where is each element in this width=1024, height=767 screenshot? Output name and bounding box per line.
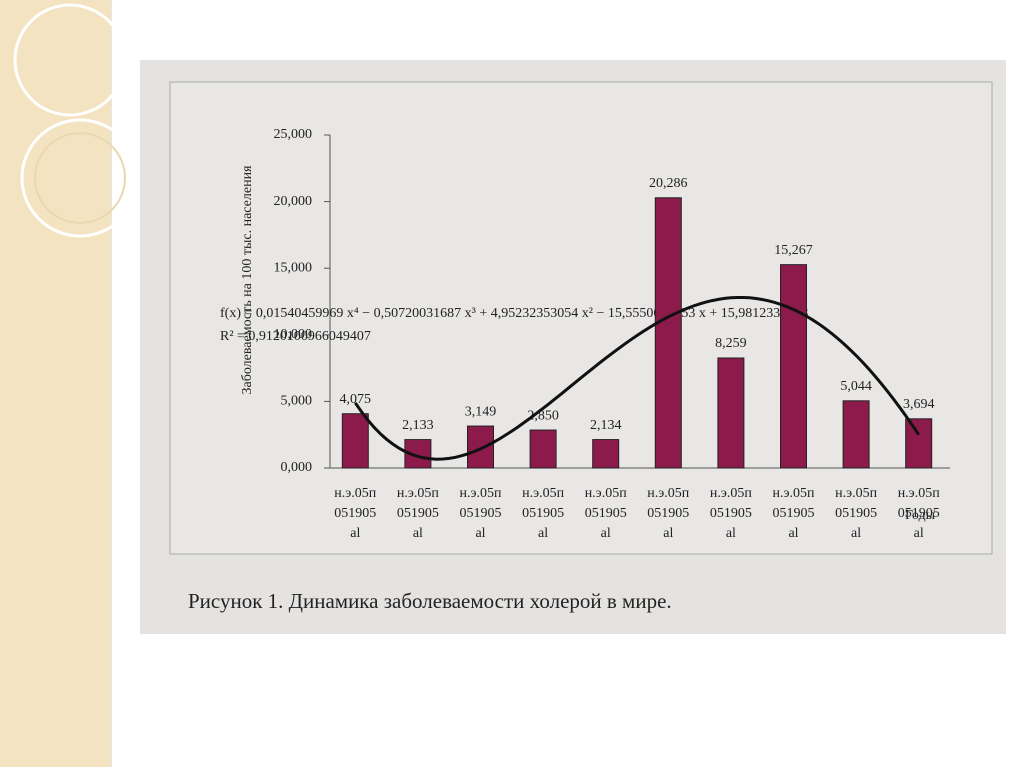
y-tick-label: 20,000 — [274, 194, 313, 209]
bar — [654, 197, 682, 469]
x-tick-label: н.э.05п 051905 al — [772, 486, 815, 541]
value-label: 15,267 — [774, 243, 813, 258]
bar — [780, 264, 807, 469]
x-axis-title: Годы — [905, 508, 936, 523]
bar — [341, 413, 369, 469]
value-label: 2,850 — [527, 408, 559, 423]
value-label: 2,133 — [402, 418, 434, 433]
trendline — [354, 296, 920, 461]
bar — [717, 357, 745, 469]
value-label: 2,134 — [590, 418, 622, 433]
value-label: 20,286 — [649, 176, 688, 191]
y-tick-label: 25,000 — [274, 127, 313, 142]
y-tick-label: 5,000 — [281, 394, 313, 409]
value-label: 5,044 — [840, 379, 872, 394]
y-tick-label: 15,000 — [274, 260, 313, 275]
bar — [905, 418, 933, 469]
y-tick-label: 0,000 — [281, 460, 313, 475]
x-tick-label: н.э.05п 051905 al — [835, 486, 878, 541]
caption: Рисунок 1. Динамика заболеваемости холер… — [188, 589, 672, 613]
trend-equation: f(x) = 0,01540459969 x⁴ − 0,50720031687 … — [220, 306, 808, 321]
value-label: 3,694 — [903, 397, 935, 412]
chart-frame — [169, 81, 993, 555]
value-label: 4,075 — [340, 392, 372, 407]
x-tick-label: н.э.05п 051905 al — [396, 486, 439, 541]
bar — [404, 439, 432, 469]
y-tick-label: 10,000 — [274, 327, 313, 342]
value-label: 8,259 — [715, 336, 747, 351]
x-tick-label: н.э.05п 051905 al — [897, 486, 940, 541]
bar — [529, 429, 557, 469]
decor-circle — [34, 132, 126, 224]
x-tick-label: н.э.05п 051905 al — [459, 486, 502, 541]
x-tick-label: н.э.05п 051905 al — [709, 486, 752, 541]
trend-r2: R² = 0,9120100966049407 — [220, 329, 371, 344]
decor-circle — [13, 3, 127, 117]
decor-circle — [20, 118, 140, 238]
bar — [592, 439, 620, 469]
x-tick-label: н.э.05п 051905 al — [522, 486, 565, 541]
bar — [842, 400, 870, 469]
side-strip — [0, 0, 110, 767]
value-label: 3,149 — [465, 404, 497, 419]
y-axis-title: Заболеваемость на 100 тыс. населения — [240, 165, 255, 395]
x-tick-label: н.э.05п 051905 al — [647, 486, 690, 541]
bar — [467, 425, 494, 469]
x-tick-label: н.э.05п 051905 al — [584, 486, 627, 541]
x-tick-label: н.э.05п 051905 al — [334, 486, 377, 541]
